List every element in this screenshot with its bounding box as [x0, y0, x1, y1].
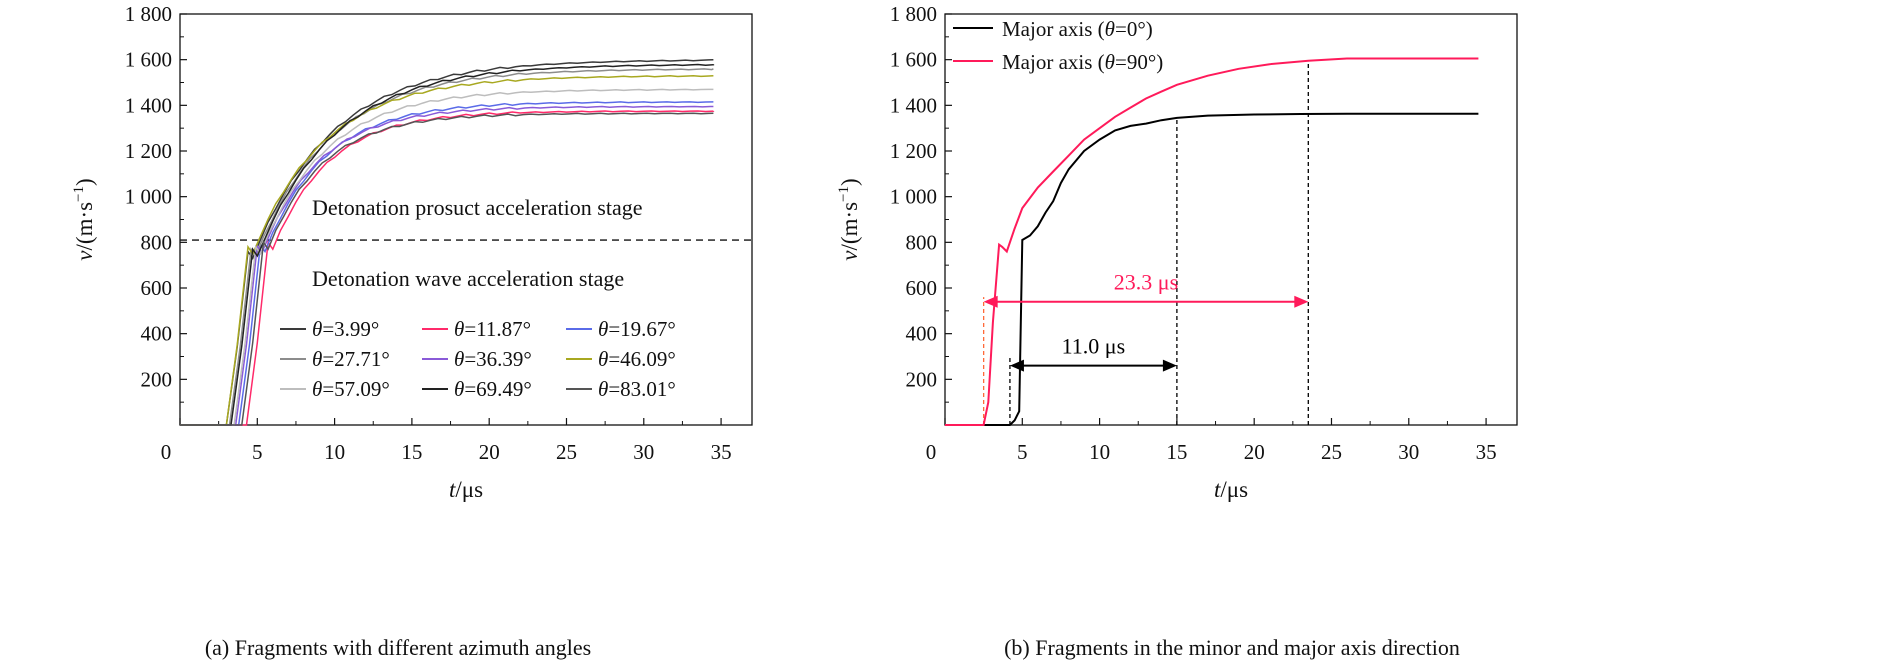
duration-arrowhead	[1009, 359, 1024, 372]
x-tick-label: 25	[556, 440, 577, 464]
y-tick-label: 1 200	[125, 139, 172, 163]
x-tick-label: 10	[1089, 440, 1110, 464]
legend-label: Major axis (θ=0°)	[1002, 17, 1153, 41]
series-line	[180, 63, 715, 426]
legend-label: θ=57.09°	[312, 377, 390, 401]
y-tick-label: 200	[906, 367, 938, 391]
x-tick-label: 5	[252, 440, 263, 464]
y-tick-label: 600	[141, 276, 173, 300]
legend-label: θ=27.71°	[312, 347, 390, 371]
x-tick-label: 15	[401, 440, 422, 464]
y-tick-label: 1 800	[890, 2, 937, 26]
x-tick-label: 0	[161, 440, 172, 464]
x-tick-label: 30	[633, 440, 654, 464]
duration-arrowhead	[1162, 359, 1177, 372]
x-tick-label: 5	[1017, 440, 1028, 464]
annotation-product-stage: Detonation prosuct acceleration stage	[312, 195, 642, 220]
y-tick-label: 1 600	[890, 48, 937, 72]
chart-b: 0 5 10 15 20 25 30 35 200 400 600 800 1 000 1 200 1 40…	[836, 2, 1518, 660]
legend-label: θ=3.99°	[312, 317, 379, 341]
series-line	[180, 105, 714, 426]
legend-label: θ=83.01°	[598, 377, 676, 401]
legend-label: Major axis (θ=90°)	[1002, 50, 1163, 74]
y-tick-label: 400	[906, 322, 938, 346]
y-tick-label: 1 000	[890, 185, 937, 209]
plot-frame	[944, 13, 1518, 426]
y-tick-label: 1 600	[125, 48, 172, 72]
y-tick-label: 800	[141, 230, 173, 254]
chart-a: 0 5 10 15 20 25 30 35 200 400 600 800 1 000 1 200 1 40…	[71, 2, 753, 660]
legend-label: θ=46.09°	[598, 347, 676, 371]
series-line	[945, 112, 1479, 426]
duration-arrowhead	[983, 295, 998, 308]
figure-caption: (b) Fragments in the minor and major axi…	[1004, 635, 1460, 660]
y-tick-label: 1 200	[890, 139, 937, 163]
series-line	[945, 57, 1479, 426]
y-tick-label: 1 000	[125, 185, 172, 209]
y-tick-label: 1 400	[125, 93, 172, 117]
series-line	[180, 101, 714, 426]
x-tick-label: 35	[711, 440, 732, 464]
series-line	[180, 68, 714, 426]
figure-caption: (a) Fragments with different azimuth ang…	[205, 635, 591, 660]
y-axis-label: v/(m·s−1)	[836, 178, 862, 260]
y-tick-label: 200	[141, 367, 173, 391]
y-tick-label: 1 800	[125, 2, 172, 26]
duration-label: 23.3 μs	[1114, 270, 1178, 295]
x-axis-label: t/μs	[1214, 477, 1248, 502]
series-line	[180, 74, 714, 426]
y-axis-label: v/(m·s−1)	[71, 178, 97, 260]
x-tick-label: 30	[1398, 440, 1419, 464]
x-tick-label: 35	[1476, 440, 1497, 464]
legend-label: θ=19.67°	[598, 317, 676, 341]
x-tick-label: 20	[479, 440, 500, 464]
legend-label: θ=11.87°	[454, 317, 531, 341]
series-line	[180, 112, 714, 426]
x-axis-label: t/μs	[449, 477, 483, 502]
duration-arrowhead	[1294, 295, 1309, 308]
annotation-wave-stage: Detonation wave acceleration stage	[312, 266, 624, 291]
y-tick-label: 400	[141, 322, 173, 346]
series-line	[180, 88, 714, 426]
y-tick-label: 600	[906, 276, 938, 300]
y-tick-label: 1 400	[890, 93, 937, 117]
legend-label: θ=36.39°	[454, 347, 532, 371]
x-tick-label: 20	[1244, 440, 1265, 464]
x-tick-label: 25	[1321, 440, 1342, 464]
x-tick-label: 10	[324, 440, 345, 464]
series-line	[180, 110, 715, 426]
legend-label: θ=69.49°	[454, 377, 532, 401]
x-tick-label: 0	[926, 440, 937, 464]
y-tick-label: 800	[906, 230, 938, 254]
x-tick-label: 15	[1166, 440, 1187, 464]
duration-label: 11.0 μs	[1062, 334, 1126, 359]
